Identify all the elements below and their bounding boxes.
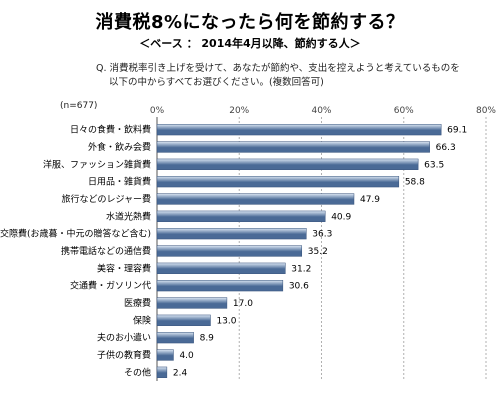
value-labels: 69.1 66.3 63.5 58.8 47.9 40.9 36.3 35.2 31.2 30.6… [173,126,467,379]
value-label: 4.0 [179,351,194,361]
value-label: 36.3 [312,230,332,240]
bar [156,280,284,292]
category-label: 交通費・ガソリン代 [70,280,151,292]
chart-title: 消費税8%になったら何を節約する？ [95,12,405,33]
category-label: 水道光熱費 [106,210,151,222]
category-label: 夫のお小遣い [97,332,151,344]
category-label: 保険 [133,314,151,326]
question-line-1: Q. 消費税率引き上げを受けて、あなたが節約や、支出を控えようと考えているものを [96,63,460,74]
category-label: 携帯電話などの通信費 [61,245,151,257]
chart-subtitle: ＜ベース ： 2014年4月以降、節約する人＞ [139,37,361,50]
x-tick-label: 20% [229,106,249,116]
category-label: 美容・理容費 [97,262,151,274]
bar [156,141,430,153]
value-label: 30.6 [289,282,309,292]
bar [156,262,286,274]
x-tick-label: 40% [311,106,331,116]
value-label: 69.1 [447,126,467,136]
x-axis-ticks: 0% 20% 40% 60% 80% [150,106,497,116]
x-tick-label: 80% [476,106,496,116]
value-label: 63.5 [424,160,444,170]
value-label: 31.2 [291,264,311,274]
bar [156,314,211,326]
value-label: 40.9 [331,212,351,222]
x-tick-label: 60% [394,106,414,116]
bar [156,245,303,257]
bar [156,210,326,222]
value-label: 66.3 [436,143,456,153]
category-label: 日々の食費・飲料費 [70,124,151,136]
bar [156,297,228,309]
bar [156,124,442,136]
value-label: 58.8 [405,178,425,188]
category-label: 旅行などのレジャー費 [61,193,151,205]
sample-size-note: (n=677) [60,101,98,111]
category-label: 子供の教育費 [97,349,151,361]
category-label: 洋服、ファッション雑貨費 [43,158,151,170]
x-tick-label: 0% [150,106,165,116]
category-label: 外食・飲み会費 [88,141,151,153]
category-labels: 日々の食費・飲料費外食・飲み会費洋服、ファッション雑貨費日用品・雑貨費旅行などの… [0,124,151,379]
bar [156,228,307,240]
bar [156,176,400,188]
bar [156,366,168,378]
value-label: 8.9 [200,334,215,344]
bar [156,332,194,344]
value-label: 17.0 [233,299,253,309]
category-label: 交際費(お歳暮・中元の贈答など含む) [0,228,151,240]
category-label: 日用品・雑貨費 [88,176,151,188]
value-label: 35.2 [308,247,328,257]
value-label: 2.4 [173,368,188,378]
value-label: 13.0 [216,316,236,326]
bar [156,193,355,205]
value-label: 47.9 [360,195,380,205]
category-label: その他 [124,366,151,378]
bar [156,158,419,170]
bar [156,349,174,361]
survey-question: Q. 消費税率引き上げを受けて、あなたが節約や、支出を控えようと考えているものを… [96,62,476,90]
question-line-2: 以下の中からすべてお選びください。(複数回答可) [109,77,324,88]
bars [156,124,442,378]
category-label: 医療費 [124,297,151,309]
